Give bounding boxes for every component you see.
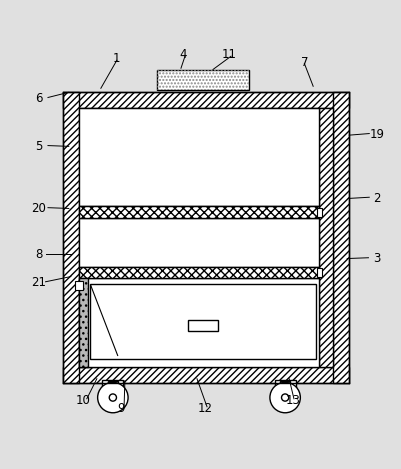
Bar xyxy=(156,70,249,90)
Bar xyxy=(89,284,315,360)
Bar xyxy=(63,92,348,383)
Bar xyxy=(63,92,348,108)
Text: 11: 11 xyxy=(221,48,236,61)
Bar xyxy=(108,381,117,387)
Text: 3: 3 xyxy=(373,252,380,265)
Text: 19: 19 xyxy=(369,128,384,141)
Text: 1: 1 xyxy=(113,52,120,65)
Bar xyxy=(332,92,348,383)
Text: 9: 9 xyxy=(117,402,124,415)
Bar xyxy=(75,281,83,290)
Bar xyxy=(316,268,321,277)
Text: 4: 4 xyxy=(179,48,186,61)
Text: 10: 10 xyxy=(75,394,90,407)
Bar xyxy=(79,218,318,267)
Text: 21: 21 xyxy=(31,276,46,289)
Text: 5: 5 xyxy=(35,140,43,153)
Bar xyxy=(79,108,318,206)
Text: 8: 8 xyxy=(35,248,43,261)
Bar xyxy=(79,279,87,367)
Circle shape xyxy=(281,394,288,401)
Bar xyxy=(102,379,123,388)
Bar xyxy=(63,367,348,383)
Text: 20: 20 xyxy=(31,202,46,215)
Bar xyxy=(279,381,289,387)
Circle shape xyxy=(109,394,116,401)
Bar xyxy=(318,108,332,367)
Text: 7: 7 xyxy=(301,56,308,69)
Bar xyxy=(274,379,295,388)
Circle shape xyxy=(269,382,300,413)
Text: 13: 13 xyxy=(285,394,300,407)
Text: 6: 6 xyxy=(35,92,43,105)
Bar xyxy=(63,92,79,383)
Circle shape xyxy=(97,382,128,413)
Bar xyxy=(79,206,318,218)
Bar xyxy=(187,319,217,331)
Bar xyxy=(79,279,318,367)
Bar xyxy=(79,267,318,279)
Bar xyxy=(316,208,321,217)
Text: 12: 12 xyxy=(197,402,212,415)
Text: 2: 2 xyxy=(373,192,380,205)
Bar xyxy=(156,70,249,90)
